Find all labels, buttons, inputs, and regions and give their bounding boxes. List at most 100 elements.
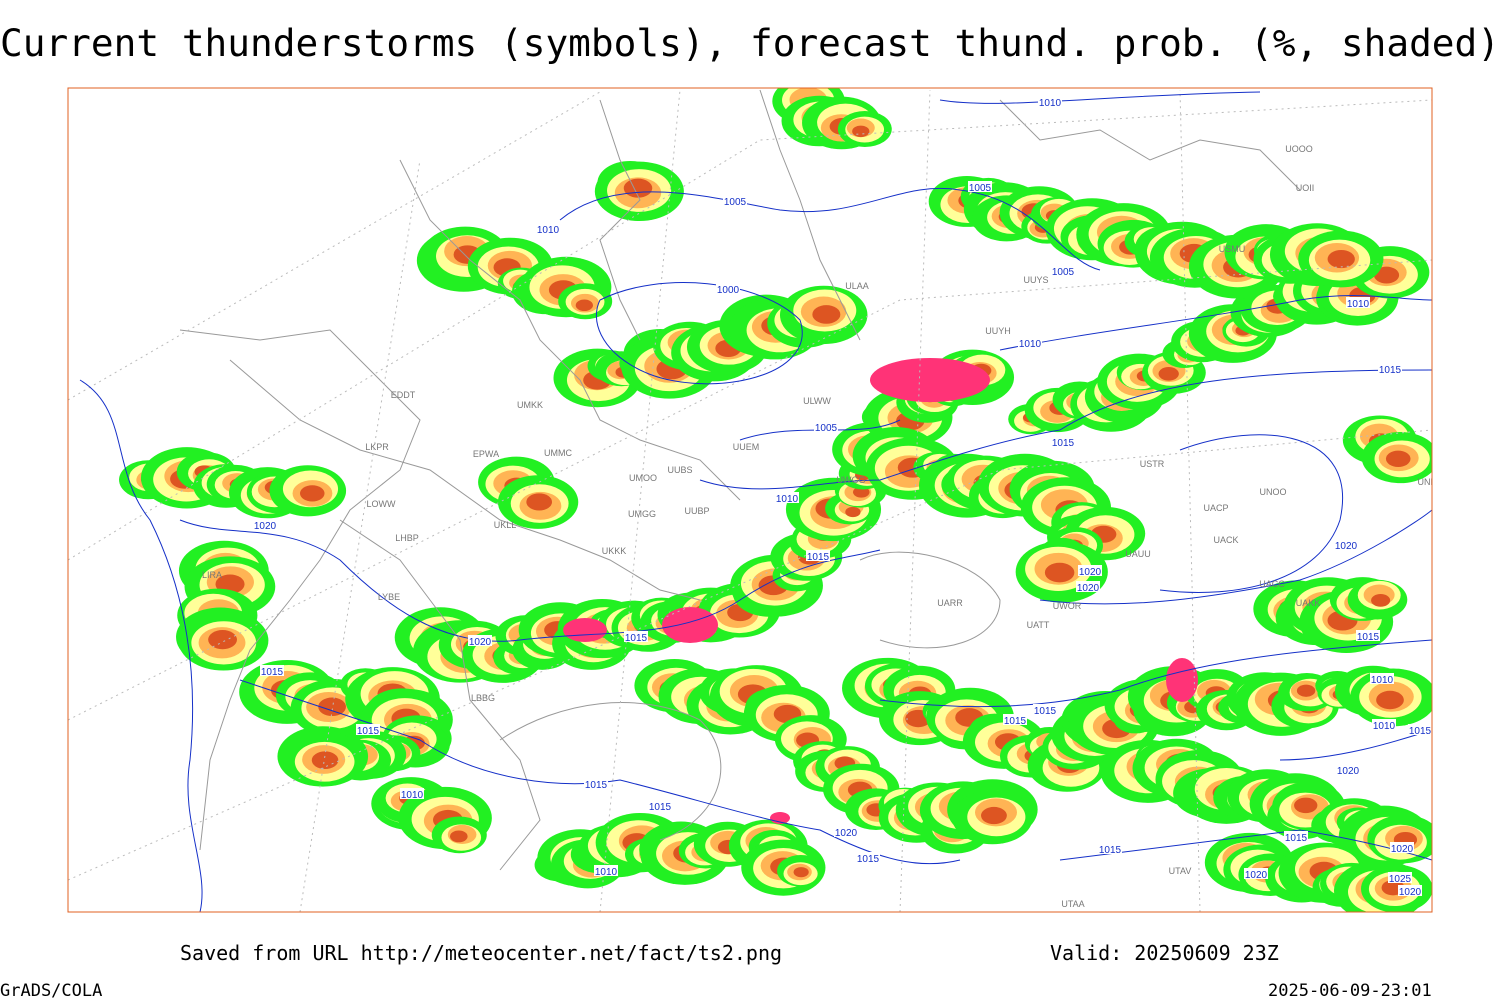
station-code: UACC xyxy=(1259,579,1285,589)
isobar-label: 1010 xyxy=(1039,98,1062,109)
station-code: LIRA xyxy=(202,570,222,580)
station-code: UACP xyxy=(1203,503,1228,513)
isobar-label-bg xyxy=(723,195,747,206)
station-code: USMU xyxy=(1219,244,1246,254)
station-code: UKLL xyxy=(494,520,517,530)
isobar-label-bg xyxy=(806,550,830,561)
shade xyxy=(852,125,870,138)
isobar-label: 1005 xyxy=(724,197,747,208)
station-code: UACK xyxy=(1213,535,1238,545)
isobar-label: 1020 xyxy=(835,828,858,839)
station-code: UWOR xyxy=(1053,601,1082,611)
station-code: UUYH xyxy=(985,326,1011,336)
isobar-label: 1020 xyxy=(254,521,277,532)
isobar-label-bg xyxy=(253,519,277,530)
isobar-label: 1005 xyxy=(969,183,992,194)
station-code: UMMC xyxy=(544,448,572,458)
shade xyxy=(981,806,1007,825)
isobar-label: 1020 xyxy=(469,637,492,648)
isobar-label-bg xyxy=(1390,842,1414,853)
isobar xyxy=(1159,434,1343,593)
shade xyxy=(208,630,237,650)
isobar-label-bg xyxy=(1346,297,1370,308)
isobar xyxy=(179,519,881,642)
isobar-label-bg xyxy=(1284,831,1308,842)
shade xyxy=(1385,450,1411,467)
isobar-label-bg xyxy=(1378,363,1402,374)
shade xyxy=(526,493,553,511)
station-code: LOWW xyxy=(367,499,397,509)
shade xyxy=(1371,594,1391,607)
isobar-label: 1010 xyxy=(1371,675,1394,686)
shade xyxy=(575,299,593,312)
shade xyxy=(623,178,653,198)
isobar-label-bg xyxy=(1033,704,1057,715)
isobar-label: 1015 xyxy=(1379,365,1402,376)
station-code: UARR xyxy=(937,598,963,608)
isobar-label-bg xyxy=(1003,714,1027,725)
isobar-label: 1005 xyxy=(815,423,838,434)
isobar-label: 1020 xyxy=(1077,583,1100,594)
station-code: UNBB xyxy=(1417,477,1442,487)
shade xyxy=(1373,266,1400,284)
isobar-label: 1025 xyxy=(1389,874,1412,885)
map-labels: 1010 1005 1010 1005 1005 1000 1010 1010 1015 1005… xyxy=(202,96,1442,909)
isobar-label-bg xyxy=(1098,843,1122,854)
station-code: LHBP xyxy=(395,533,419,543)
isobar-label-bg xyxy=(648,800,672,811)
isobar-label: 1015 xyxy=(1409,726,1432,737)
station-code: UMGG xyxy=(628,509,656,519)
isobar-label: 1015 xyxy=(1034,706,1057,717)
timestamp: 2025-06-09-23:01 xyxy=(1268,981,1432,1000)
station-code: UMKK xyxy=(517,400,543,410)
storm-area xyxy=(1166,658,1198,702)
map-frame xyxy=(67,87,1433,913)
isobar-label-bg xyxy=(1336,764,1360,775)
shade xyxy=(450,830,468,843)
isobar-label: 1005 xyxy=(1052,267,1075,278)
shade xyxy=(1294,797,1318,814)
software: GrADS/COLA xyxy=(0,981,102,1000)
map-area: 1010 1005 1010 1005 1005 1000 1010 1010 1015 1005… xyxy=(68,88,1442,912)
isobar-label: 1020 xyxy=(1079,567,1102,578)
isobar-label-bg xyxy=(1078,565,1102,576)
valid-time: Valid: 20250609 23Z xyxy=(1050,941,1279,965)
isobar-label: 1015 xyxy=(261,667,284,678)
storm-area xyxy=(870,358,990,402)
border xyxy=(399,159,741,501)
station-code: UUBS xyxy=(667,465,692,475)
station-code: USTR xyxy=(1140,459,1165,469)
isobar-label-bg xyxy=(1372,719,1396,730)
border xyxy=(229,359,701,601)
station-code: UWGG xyxy=(837,475,866,485)
station-code: UATT xyxy=(1027,620,1050,630)
isobar-label-bg xyxy=(775,492,799,503)
shade xyxy=(1376,690,1404,710)
isobar-label: 1010 xyxy=(1019,339,1042,350)
isobar-label-bg xyxy=(716,283,740,294)
station-code: UAKK xyxy=(1296,598,1321,608)
source-url: Saved from URL http://meteocenter.net/fa… xyxy=(180,941,782,965)
station-code: UUEM xyxy=(733,442,760,452)
isobar xyxy=(939,91,1261,104)
border xyxy=(999,99,1301,191)
station-code: EDDT xyxy=(391,390,416,400)
isobar-label: 1015 xyxy=(1052,438,1075,449)
probability-shading xyxy=(119,88,1432,912)
isobar-label-bg xyxy=(1408,724,1432,735)
isobar xyxy=(595,282,803,385)
isobar-label: 1015 xyxy=(1285,833,1308,844)
shade xyxy=(812,305,841,324)
station-code: LYBE xyxy=(378,592,400,602)
isobar-label: 1010 xyxy=(776,494,799,505)
isobar-label-bg xyxy=(468,635,492,646)
isobar-label-bg xyxy=(1051,265,1075,276)
isobar xyxy=(559,187,1101,271)
station-code: ULWW xyxy=(803,396,831,406)
station-code: ULAA xyxy=(845,281,869,291)
station-code: UTAV xyxy=(1169,866,1192,876)
isobar-label-bg xyxy=(624,631,648,642)
coast xyxy=(499,702,722,841)
